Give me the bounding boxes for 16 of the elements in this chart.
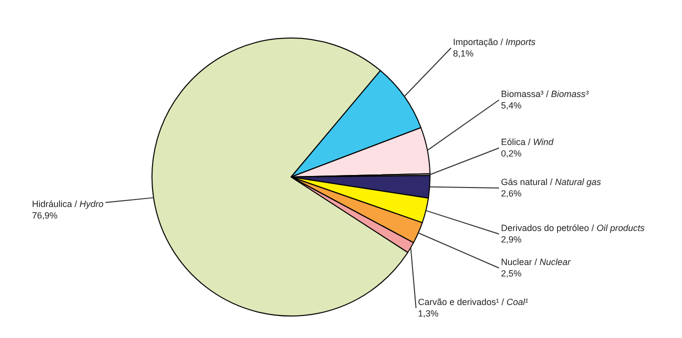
slice-label: Importação / Imports (453, 37, 536, 47)
data-label: 76,9% (32, 210, 58, 221)
data-label: 8,1% (453, 48, 474, 59)
slice-label: Derivados do petróleo / Oil products (501, 223, 646, 233)
data-label: 2,9% (501, 234, 522, 245)
slice-label: Hidráulica / Hydro (32, 199, 104, 209)
data-label: 2,5% (501, 268, 522, 279)
data-label: 0,2% (501, 148, 522, 159)
data-label: 2,6% (501, 188, 522, 199)
slice-label: Biomassa³ / Biomass³ (501, 89, 590, 99)
data-label: 5,4% (501, 100, 522, 111)
slice-label: Carvão e derivados¹ / Coal¹ (418, 297, 528, 307)
slice-label: Eólica / Wind (501, 137, 554, 147)
data-label: 1,3% (418, 308, 439, 319)
slice-label: Nuclear / Nuclear (501, 257, 572, 267)
slice-label: Gás natural / Natural gas (501, 177, 602, 187)
